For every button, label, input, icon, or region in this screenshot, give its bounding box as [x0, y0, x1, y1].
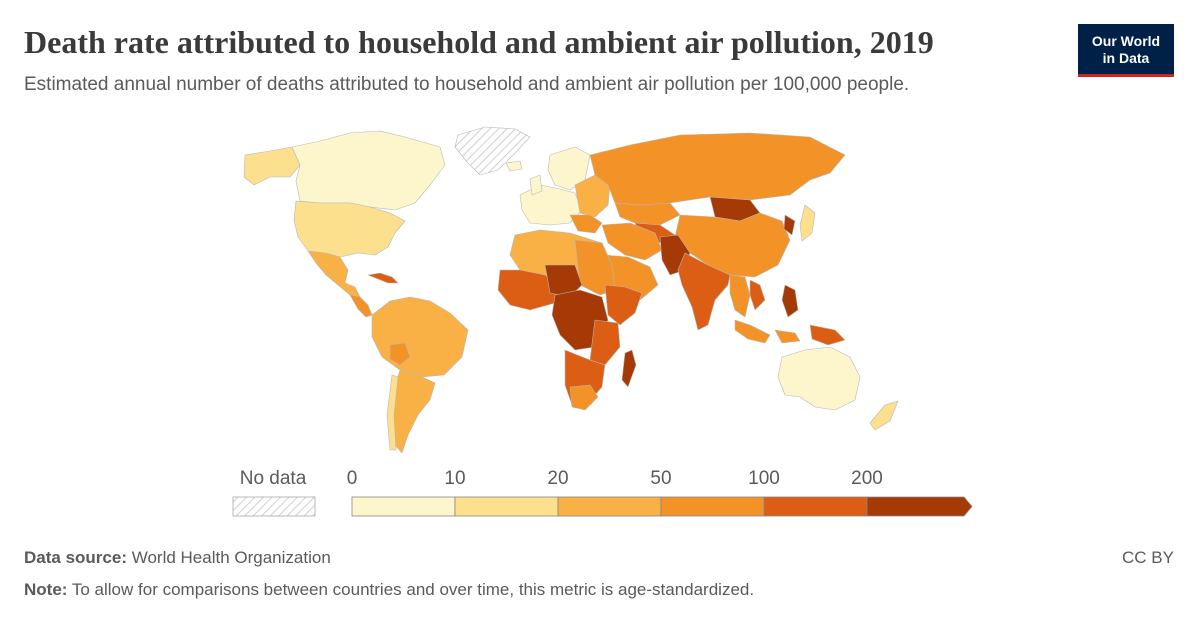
- region-south-america-south: [391, 369, 436, 454]
- region-balkans: [569, 214, 603, 234]
- legend-tick-0: 0: [347, 468, 358, 489]
- region-canada: [291, 130, 446, 211]
- license-label[interactable]: CC BY: [1122, 548, 1174, 567]
- region-myanmar-thailand: [729, 274, 751, 318]
- region-east-africa: [589, 319, 621, 366]
- chart-subtitle: Estimated annual number of deaths attrib…: [24, 74, 910, 95]
- legend-bin-4[interactable]: [763, 496, 868, 517]
- region-philippines: [781, 284, 799, 318]
- legend-tick-2: 20: [547, 468, 568, 489]
- chart-title: Death rate attributed to household and a…: [24, 24, 934, 60]
- region-central-america: [349, 294, 373, 318]
- region-indonesia-west: [734, 319, 771, 344]
- chart-note: Note: To allow for comparisons between c…: [24, 580, 754, 600]
- legend-no-data-label: No data: [240, 468, 307, 489]
- legend-bin-0[interactable]: [351, 496, 456, 517]
- legend-tick-3: 50: [650, 468, 671, 489]
- legend-bin-3[interactable]: [660, 496, 765, 517]
- region-south-america-north: [371, 296, 469, 378]
- legend-tick-5: 200: [851, 468, 883, 489]
- note-value: To allow for comparisons between countri…: [71, 580, 755, 599]
- region-india: [677, 252, 731, 331]
- owid-logo[interactable]: Our World in Data: [1078, 24, 1174, 77]
- region-turkey-iran: [601, 222, 663, 261]
- legend-bin-2[interactable]: [557, 496, 662, 517]
- data-source-label: Data source:: [24, 548, 127, 567]
- region-south-africa: [569, 384, 599, 411]
- logo-line-2: in Data: [1102, 50, 1150, 66]
- region-kazakhstan: [614, 202, 681, 226]
- region-uk: [529, 174, 543, 196]
- region-horn-africa: [604, 284, 643, 326]
- region-alaska: [243, 146, 301, 186]
- legend-no-data-swatch: [232, 496, 316, 517]
- region-usa: [293, 200, 406, 258]
- region-russia: [589, 132, 846, 206]
- legend-tick-4: 100: [748, 468, 780, 489]
- legend-tick-1: 10: [444, 468, 465, 489]
- world-map[interactable]: [230, 125, 980, 460]
- legend-bin-1[interactable]: [454, 496, 559, 517]
- note-label: Note:: [24, 580, 68, 599]
- region-bolivia: [389, 342, 411, 366]
- region-madagascar: [621, 349, 637, 388]
- region-greenland: [454, 126, 531, 176]
- region-japan: [799, 204, 816, 242]
- legend-bin-5[interactable]: [866, 496, 973, 517]
- region-korea: [783, 214, 796, 236]
- region-australia: [777, 346, 861, 411]
- region-indonesia-east: [774, 329, 801, 344]
- region-indochina: [749, 279, 766, 311]
- region-new-zealand: [869, 400, 899, 431]
- data-source: Data source: World Health Organization: [24, 548, 331, 568]
- region-mexico: [307, 250, 361, 298]
- region-chile: [386, 374, 399, 451]
- region-caribbean: [367, 272, 399, 284]
- color-legend: No data 0 10 20 50 100 200: [232, 468, 973, 517]
- logo-line-1: Our World: [1091, 33, 1161, 49]
- data-source-value[interactable]: World Health Organization: [131, 548, 331, 567]
- region-iceland: [505, 160, 523, 172]
- region-papua: [809, 324, 846, 346]
